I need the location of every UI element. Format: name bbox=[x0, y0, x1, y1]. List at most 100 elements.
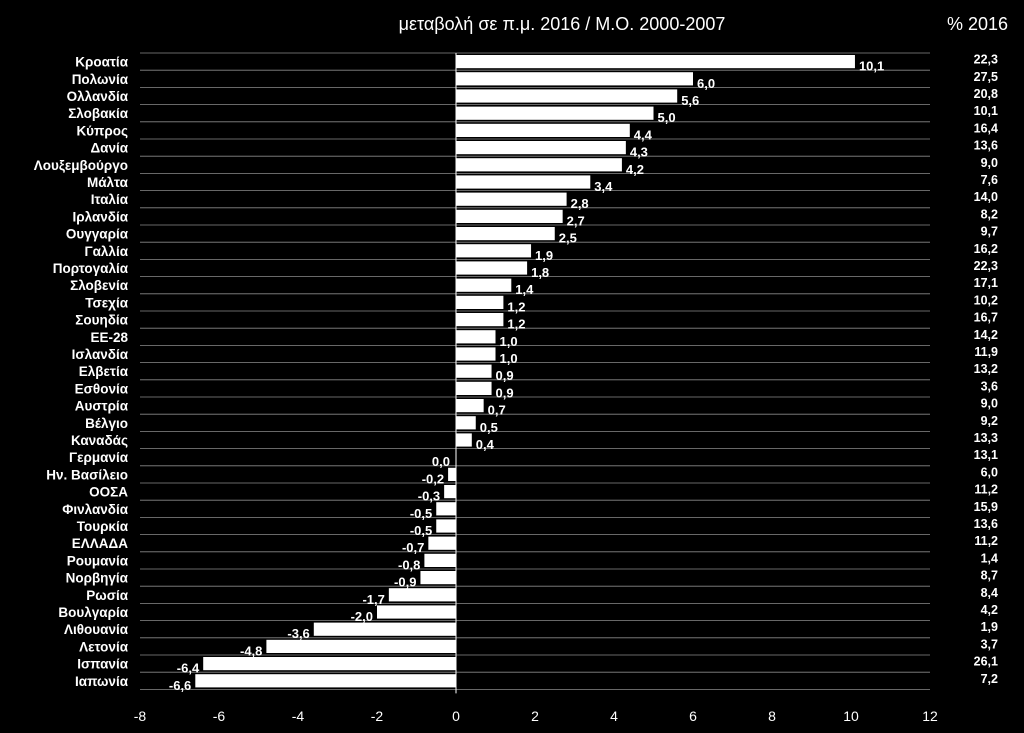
right-value: 3,6 bbox=[981, 379, 998, 393]
chart-title: μεταβολή σε π.μ. 2016 / Μ.Ο. 2000-2007 bbox=[399, 14, 726, 34]
right-value: 16,7 bbox=[974, 311, 998, 325]
right-value: 27,5 bbox=[974, 70, 998, 84]
category-label: Ρωσία bbox=[86, 588, 128, 603]
value-labels: 10,1 6,0 5,6 5,0 4,4 4,3 4,2 3,4 2,8 2,7 2,5 1,9 1,8… bbox=[169, 59, 884, 693]
right-value: 26,1 bbox=[974, 655, 998, 669]
category-label: Γαλλία bbox=[85, 244, 129, 259]
bar bbox=[456, 244, 532, 258]
right-value: 3,7 bbox=[981, 637, 998, 651]
category-label: Ιαπωνία bbox=[75, 674, 129, 689]
value-label: 2,7 bbox=[567, 213, 585, 228]
category-label: Σουηδία bbox=[75, 313, 128, 328]
right-value: 1,9 bbox=[981, 620, 998, 634]
bar bbox=[456, 295, 504, 309]
value-label: -0,5 bbox=[410, 506, 432, 521]
category-labels: Κροατία Πολωνία Ολλανδία Σλοβακία Κύπρος Δανί… bbox=[34, 55, 129, 689]
bar bbox=[456, 106, 654, 120]
category-label: Μάλτα bbox=[87, 175, 129, 190]
value-label: -6,6 bbox=[169, 678, 191, 693]
x-tick-label: -2 bbox=[371, 708, 384, 724]
value-label: 10,1 bbox=[859, 59, 884, 74]
value-label: 3,4 bbox=[594, 179, 613, 194]
bar bbox=[266, 639, 456, 653]
right-value: 6,0 bbox=[981, 465, 998, 479]
value-label: 1,4 bbox=[515, 282, 534, 297]
category-label: Πορτογαλία bbox=[53, 261, 129, 276]
right-value: 7,6 bbox=[981, 173, 998, 187]
bar bbox=[420, 571, 456, 585]
category-label: Κροατία bbox=[75, 55, 128, 70]
value-label: 2,5 bbox=[559, 231, 577, 246]
right-value: 13,2 bbox=[974, 362, 998, 376]
bar bbox=[456, 175, 591, 189]
category-label: Γερμανία bbox=[69, 450, 129, 465]
value-label: -1,7 bbox=[362, 592, 384, 607]
right-value: 20,8 bbox=[974, 87, 998, 101]
x-tick-label: 12 bbox=[922, 708, 938, 724]
value-label: -4,8 bbox=[240, 643, 262, 658]
bar bbox=[456, 416, 476, 430]
value-label: 0,9 bbox=[496, 368, 514, 383]
bar bbox=[456, 227, 555, 241]
x-tick-label: -6 bbox=[213, 708, 226, 724]
value-label: 6,0 bbox=[697, 76, 715, 91]
bar bbox=[456, 347, 496, 361]
value-label: 1,2 bbox=[507, 299, 525, 314]
category-label: Ολλανδία bbox=[67, 89, 129, 104]
right-value: 14,0 bbox=[974, 190, 998, 204]
category-label: Σλοβακία bbox=[68, 106, 129, 121]
x-tick-label: 4 bbox=[610, 708, 618, 724]
value-label: 4,2 bbox=[626, 162, 644, 177]
value-label: -0,9 bbox=[394, 575, 416, 590]
right-value: 16,2 bbox=[974, 242, 998, 256]
bar bbox=[456, 141, 626, 155]
right-value: 10,1 bbox=[974, 104, 998, 118]
category-label: Βέλγιο bbox=[85, 416, 128, 431]
x-tick-label: 6 bbox=[689, 708, 697, 724]
category-label: Βουλγαρία bbox=[58, 605, 128, 620]
category-label: Ελβετία bbox=[79, 364, 129, 379]
value-label: 5,6 bbox=[681, 93, 699, 108]
x-axis-ticks: -8 -6 -4 -2 0 2 4 6 8 10 12 bbox=[134, 708, 938, 724]
category-label: Τουρκία bbox=[77, 519, 129, 534]
x-tick-label: -4 bbox=[292, 708, 305, 724]
bar bbox=[424, 553, 456, 567]
value-label: 0,9 bbox=[496, 385, 514, 400]
bar bbox=[456, 399, 484, 413]
right-value: 8,2 bbox=[981, 207, 998, 221]
bar bbox=[456, 89, 678, 103]
value-label: 1,8 bbox=[531, 265, 549, 280]
bar bbox=[388, 588, 456, 602]
category-label: Ισλανδία bbox=[72, 347, 129, 362]
right-value: 17,1 bbox=[974, 276, 998, 290]
category-label: Ισπανία bbox=[77, 657, 129, 672]
value-label: -3,6 bbox=[287, 626, 309, 641]
category-label: Λουξεμβούργο bbox=[34, 158, 128, 173]
bar bbox=[456, 123, 630, 137]
bar bbox=[456, 158, 622, 172]
value-label: 5,0 bbox=[658, 110, 676, 125]
category-label: Νορβηγία bbox=[66, 571, 129, 586]
right-value: 9,2 bbox=[981, 414, 998, 428]
right-value: 22,3 bbox=[974, 259, 998, 273]
bar bbox=[203, 657, 456, 671]
value-label: 4,4 bbox=[634, 127, 653, 142]
category-label: Ιταλία bbox=[91, 192, 129, 207]
value-label: -6,4 bbox=[177, 661, 200, 676]
bar bbox=[456, 364, 492, 378]
category-label: Σλοβενία bbox=[70, 278, 129, 293]
category-label: Αυστρία bbox=[75, 399, 129, 414]
right-value: 13,3 bbox=[974, 431, 998, 445]
value-label: 0,7 bbox=[488, 403, 506, 418]
right-value: 7,2 bbox=[981, 672, 998, 686]
category-label: ΕΕ-28 bbox=[90, 330, 128, 345]
x-tick-label: 8 bbox=[768, 708, 776, 724]
bars bbox=[195, 55, 855, 688]
right-value: 13,6 bbox=[974, 139, 998, 153]
bar bbox=[456, 55, 855, 69]
right-column-header: % 2016 bbox=[947, 14, 1008, 34]
right-value: 13,6 bbox=[974, 517, 998, 531]
right-value: 15,9 bbox=[974, 500, 998, 514]
right-value: 11,2 bbox=[974, 483, 998, 497]
bar bbox=[456, 313, 504, 327]
